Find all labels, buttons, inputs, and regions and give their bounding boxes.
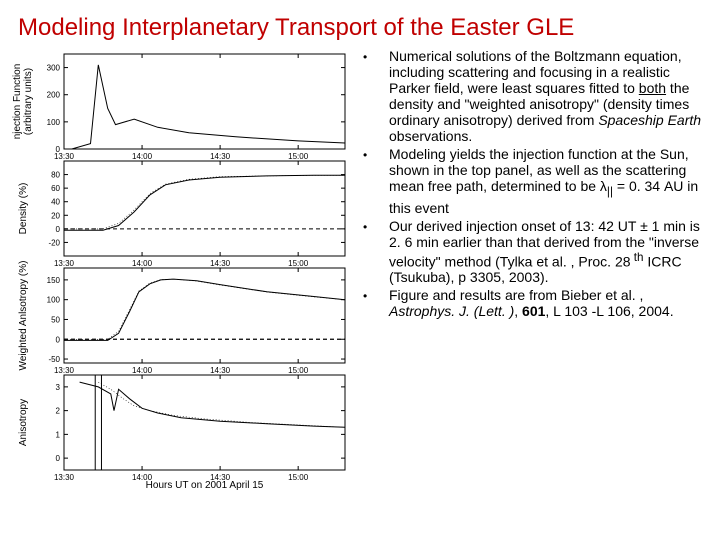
- svg-text:60: 60: [51, 184, 60, 193]
- svg-text:14:30: 14:30: [210, 259, 231, 268]
- bullet-text: Numerical solutions of the Boltzmann equ…: [389, 48, 712, 144]
- bullet-dot-icon: •: [359, 48, 389, 65]
- svg-text:1: 1: [56, 430, 61, 439]
- svg-text:40: 40: [51, 198, 60, 207]
- page-title: Modeling Interplanetary Transport of the…: [0, 0, 720, 48]
- svg-text:Anisotropy: Anisotropy: [18, 399, 29, 446]
- bullet-item: •Modeling yields the injection function …: [359, 146, 712, 216]
- svg-text:15:00: 15:00: [288, 366, 309, 375]
- svg-text:13:30: 13:30: [54, 152, 75, 161]
- svg-text:Weighted Anlsotropy (%): Weighted Anlsotropy (%): [18, 261, 29, 371]
- svg-text:200: 200: [47, 91, 61, 100]
- chart-figure: 010020030013:3014:0014:3015:00njection F…: [8, 48, 353, 508]
- svg-text:3: 3: [56, 383, 61, 392]
- bullet-dot-icon: •: [359, 218, 389, 235]
- svg-text:15:00: 15:00: [288, 152, 309, 161]
- svg-text:0: 0: [56, 454, 61, 463]
- bullet-item: •Figure and results are from Bieber et a…: [359, 287, 712, 319]
- svg-text:0: 0: [56, 225, 61, 234]
- bullet-dot-icon: •: [359, 287, 389, 304]
- svg-text:14:00: 14:00: [132, 152, 153, 161]
- svg-text:14:00: 14:00: [132, 366, 153, 375]
- svg-text:15:00: 15:00: [288, 473, 309, 482]
- svg-text:14:30: 14:30: [210, 366, 231, 375]
- svg-text:100: 100: [47, 296, 61, 305]
- svg-text:14:30: 14:30: [210, 152, 231, 161]
- svg-text:50: 50: [51, 315, 60, 324]
- svg-text:13:30: 13:30: [54, 366, 75, 375]
- svg-text:njection Function: njection Function: [12, 64, 23, 140]
- bullet-list: •Numerical solutions of the Boltzmann eq…: [359, 48, 712, 319]
- svg-text:13:30: 13:30: [54, 259, 75, 268]
- svg-text:0: 0: [56, 335, 61, 344]
- svg-text:-50: -50: [48, 355, 60, 364]
- bullet-item: •Our derived injection onset of 13: 42 U…: [359, 218, 712, 286]
- svg-text:-20: -20: [48, 238, 60, 247]
- bullet-text: Figure and results are from Bieber et al…: [389, 287, 712, 319]
- svg-text:13:30: 13:30: [54, 473, 75, 482]
- bullet-item: •Numerical solutions of the Boltzmann eq…: [359, 48, 712, 144]
- bullet-text: Our derived injection onset of 13: 42 UT…: [389, 218, 712, 286]
- svg-text:100: 100: [47, 118, 61, 127]
- bullet-dot-icon: •: [359, 146, 389, 163]
- content-row: 010020030013:3014:0014:3015:00njection F…: [0, 48, 720, 508]
- svg-text:14:00: 14:00: [132, 259, 153, 268]
- bullet-text: Modeling yields the injection function a…: [389, 146, 712, 216]
- svg-text:(arbitrary units): (arbitrary units): [23, 68, 34, 135]
- svg-text:15:00: 15:00: [288, 259, 309, 268]
- svg-text:300: 300: [47, 64, 61, 73]
- svg-text:150: 150: [47, 276, 61, 285]
- svg-text:2: 2: [56, 407, 61, 416]
- svg-text:Density (%): Density (%): [18, 183, 29, 235]
- svg-text:Hours UT on 2001 April 15: Hours UT on 2001 April 15: [146, 480, 264, 491]
- text-column: •Numerical solutions of the Boltzmann eq…: [353, 48, 712, 508]
- chart-column: 010020030013:3014:0014:3015:00njection F…: [8, 48, 353, 508]
- svg-text:20: 20: [51, 211, 60, 220]
- svg-text:80: 80: [51, 171, 60, 180]
